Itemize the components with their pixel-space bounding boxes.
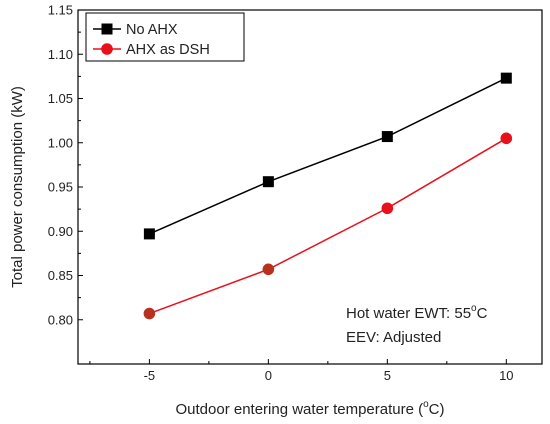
- data-point-ahx-as-dsh: [262, 263, 275, 276]
- data-point-no-ahx: [262, 176, 274, 188]
- y-tick-label: 0.85: [48, 268, 73, 283]
- data-point-ahx-as-dsh: [143, 307, 156, 320]
- y-axis-title: Total power consumption (kW): [9, 86, 26, 288]
- data-point-ahx-as-dsh: [381, 202, 394, 215]
- y-axis: 0.80 0.85 0.90 0.95 1.00 1.05 1.10 1.15: [48, 3, 83, 327]
- data-point-ahx-as-dsh: [500, 132, 513, 145]
- x-axis-title-main: Outdoor entering water temperature (: [175, 401, 423, 418]
- series-line-no-ahx: [149, 77, 507, 235]
- data-point-no-ahx: [143, 228, 155, 240]
- x-tick-label: 5: [384, 368, 391, 383]
- annotation-ewt-main: Hot water EWT: 55: [346, 305, 471, 322]
- series-line-ahx-as-dsh: [149, 137, 507, 315]
- legend-marker-ahx-dsh: [101, 43, 113, 55]
- data-point-no-ahx: [500, 72, 512, 84]
- x-tick-label: 0: [265, 368, 272, 383]
- legend-label-ahx-dsh: AHX as DSH: [126, 42, 210, 58]
- y-tick-label: 1.10: [48, 47, 73, 62]
- x-axis: -5 0 5 10: [89, 359, 514, 383]
- y-tick-label: 0.90: [48, 224, 73, 239]
- annotation-ewt-sup: o: [471, 303, 477, 314]
- series-layer: [143, 72, 513, 320]
- data-point-no-ahx: [381, 131, 393, 143]
- legend-label-no-ahx: No AHX: [126, 22, 178, 38]
- x-tick-label: 10: [499, 368, 513, 383]
- annotation-ewt: Hot water EWT: 55oC: [346, 303, 488, 322]
- x-axis-title-sup: o: [423, 399, 429, 410]
- y-tick-label: 1.05: [48, 91, 73, 106]
- x-tick-label: -5: [144, 368, 156, 383]
- y-tick-label: 1.15: [48, 3, 73, 18]
- annotation-ewt-tail: C: [477, 305, 488, 322]
- annotation-eev: EEV: Adjusted: [346, 329, 441, 346]
- y-tick-label: 0.80: [48, 312, 73, 327]
- x-axis-title: Outdoor entering water temperature (oC): [175, 399, 444, 418]
- legend-box: [85, 12, 245, 62]
- y-tick-label: 1.00: [48, 135, 73, 150]
- y-tick-label: 0.95: [48, 180, 73, 195]
- x-axis-title-tail: C): [429, 401, 445, 418]
- legend: No AHX AHX as DSH: [85, 12, 245, 62]
- legend-marker-no-ahx: [101, 23, 113, 35]
